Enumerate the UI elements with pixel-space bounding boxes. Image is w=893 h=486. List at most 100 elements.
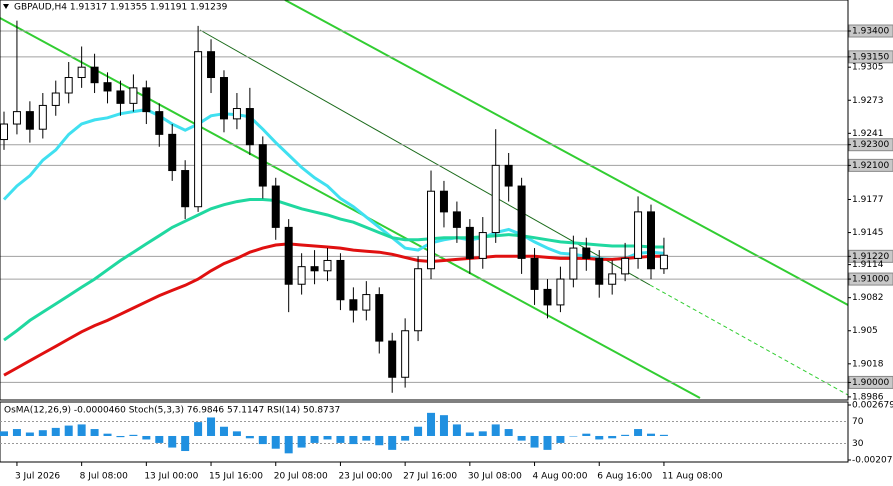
candle-body <box>452 211 461 228</box>
osma-bar <box>621 434 630 436</box>
candle-body <box>478 232 487 259</box>
osma-bar <box>634 429 643 436</box>
osma-bar <box>0 431 8 436</box>
candle-body <box>142 87 151 113</box>
osma-bar <box>64 425 73 436</box>
x-tick-label: 4 Aug 00:00 <box>533 472 588 482</box>
candle-body <box>621 257 630 275</box>
y-tick-label: 1.92100 <box>852 161 889 171</box>
candle-body <box>323 259 332 272</box>
channel-line <box>284 0 849 306</box>
osma-bar <box>491 424 500 436</box>
osma-bar <box>181 435 190 452</box>
candle-body <box>25 111 34 130</box>
level-label: 70 <box>852 417 864 427</box>
osma-bar <box>51 427 60 436</box>
osma-bar <box>517 435 526 441</box>
candle-body <box>362 294 371 311</box>
y-tick-label: 1.92300 <box>852 140 889 150</box>
candle-body <box>595 257 604 285</box>
menu-arrow[interactable] <box>3 4 9 9</box>
candle-body <box>375 294 384 342</box>
candle-body <box>556 278 565 306</box>
candle-body <box>207 51 216 79</box>
y-tick-label: 1.9241 <box>852 129 884 139</box>
candle-body <box>543 288 552 306</box>
y-tick-label: 1.93150 <box>852 52 889 62</box>
x-tick-label: 30 Jul 08:00 <box>468 472 522 482</box>
candle-body <box>51 92 60 106</box>
moving-average <box>3 242 664 377</box>
osma-bar <box>452 424 461 436</box>
osma-bar <box>543 435 552 450</box>
osma-bar <box>271 435 280 449</box>
osma-bar <box>556 435 565 443</box>
indicator-title: OsMA(12,26,9) -0.0000460 Stoch(5,3,3) 76… <box>4 406 340 416</box>
x-tick-label: 11 Aug 08:00 <box>662 472 723 482</box>
candle-body <box>245 108 254 146</box>
chart-title: GBPAUD,H4 1.91317 1.91355 1.91191 1.9123… <box>14 3 228 13</box>
osma-bar <box>362 435 371 441</box>
x-tick-label: 8 Jul 08:00 <box>80 472 129 482</box>
candle-body <box>414 268 423 332</box>
candle-body <box>194 51 203 208</box>
y-tick-label: 1.905 <box>852 326 878 336</box>
osma-bar <box>336 435 345 443</box>
x-tick-label: 3 Jul 2026 <box>15 472 60 482</box>
osma-bar <box>116 435 125 438</box>
x-tick-label: 27 Jul 16:00 <box>403 472 457 482</box>
y-tick-label: 1.90000 <box>852 378 889 388</box>
osma-bar <box>427 412 436 436</box>
osma-bar <box>155 435 164 443</box>
osma-bar <box>129 434 138 436</box>
osma-bar <box>297 435 306 448</box>
candle-body <box>427 190 436 270</box>
y-tick-label: 1.91000 <box>852 275 889 285</box>
candle-body <box>297 266 306 285</box>
osma-bar <box>12 429 21 436</box>
channel-line <box>0 17 701 399</box>
osma-bar <box>647 433 655 436</box>
y-tick-label: 1.9273 <box>852 96 884 106</box>
osma-bar <box>258 435 267 445</box>
osma-bar <box>504 429 513 436</box>
candle-body <box>530 257 539 290</box>
y-tick-label: -0.002076 <box>852 456 893 466</box>
osma-bar <box>323 435 332 440</box>
osma-bar <box>25 432 34 436</box>
y-tick-label: 1.9145 <box>852 228 884 238</box>
osma-bar <box>401 435 410 441</box>
candle-body <box>38 104 47 130</box>
candle-body <box>12 111 21 125</box>
osma-bar <box>310 435 319 443</box>
y-tick-label: 1.93400 <box>852 27 889 37</box>
candle-body <box>129 87 138 104</box>
candle-body <box>582 247 591 259</box>
y-tick-label: 1.91220 <box>852 252 889 262</box>
candle-body <box>465 226 474 259</box>
candle-body <box>349 299 358 311</box>
candle-body <box>232 108 241 120</box>
osma-bar <box>194 422 203 436</box>
y-tick-label: 1.9305 <box>852 63 884 73</box>
osma-bar <box>77 424 86 436</box>
trend-line-projection <box>649 284 849 396</box>
y-tick-label: 1.9177 <box>852 195 884 205</box>
osma-bar <box>38 430 47 436</box>
candle-body <box>336 259 345 301</box>
osma-bar <box>349 435 358 445</box>
osma-bar <box>569 435 578 437</box>
candle-body <box>219 77 228 120</box>
candle-body <box>90 66 99 84</box>
osma-bar <box>465 432 474 436</box>
candle-body <box>64 77 73 94</box>
moving-average <box>3 198 664 342</box>
osma-bar <box>168 435 177 448</box>
osma-bar <box>582 433 591 436</box>
candle-body <box>271 185 280 228</box>
candle-body <box>569 247 578 280</box>
osma-bar <box>207 417 216 436</box>
x-tick-label: 15 Jul 16:00 <box>209 472 263 482</box>
indicator-frame <box>0 401 849 463</box>
